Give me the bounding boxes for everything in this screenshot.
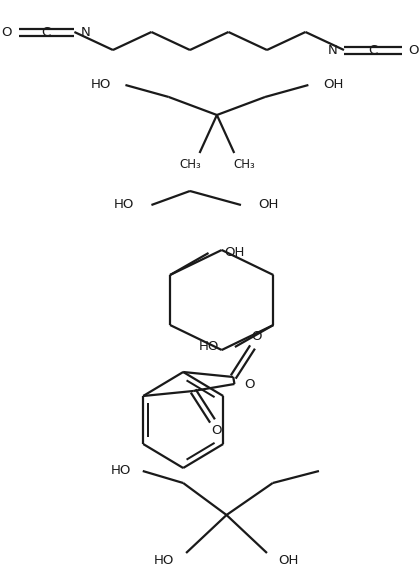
Text: O: O bbox=[1, 25, 12, 38]
Text: HO: HO bbox=[154, 555, 175, 567]
Text: OH: OH bbox=[258, 199, 279, 211]
Text: OH: OH bbox=[279, 555, 299, 567]
Text: OH: OH bbox=[323, 79, 343, 91]
Text: C: C bbox=[41, 25, 50, 38]
Text: N: N bbox=[328, 43, 337, 57]
Text: HO: HO bbox=[199, 340, 220, 354]
Text: HO: HO bbox=[114, 199, 134, 211]
Text: C: C bbox=[368, 43, 378, 57]
Text: CH₃: CH₃ bbox=[179, 159, 201, 171]
Text: HO: HO bbox=[111, 464, 131, 478]
Text: O: O bbox=[211, 424, 222, 438]
Text: HO: HO bbox=[91, 79, 111, 91]
Text: O: O bbox=[244, 378, 255, 390]
Text: N: N bbox=[81, 25, 91, 38]
Text: CH₃: CH₃ bbox=[233, 159, 255, 171]
Text: OH: OH bbox=[224, 247, 244, 259]
Text: O: O bbox=[409, 43, 419, 57]
Text: O: O bbox=[251, 331, 261, 343]
